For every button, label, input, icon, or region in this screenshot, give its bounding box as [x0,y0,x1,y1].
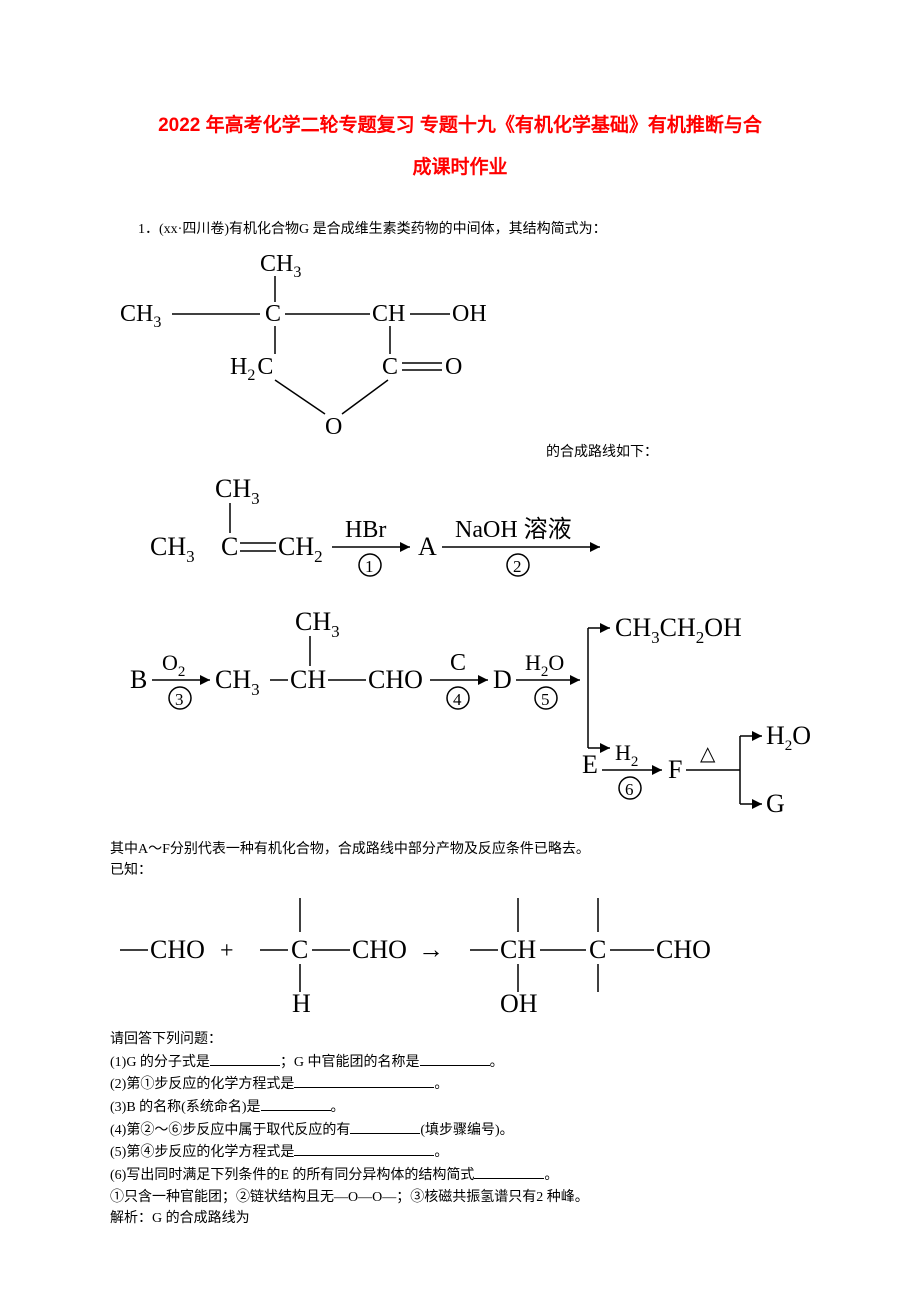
svg-text:C: C [265,301,281,327]
title-line-2: 成课时作业 [110,147,810,189]
ask: 请回答下列问题： [110,1029,810,1051]
q2-b: 。 [434,1077,448,1092]
q2: (2)第①步反应的化学方程式是 。 [110,1073,810,1096]
q3-a: (3)B 的名称(系统命名)是 [110,1100,261,1115]
blank [420,1051,490,1066]
route-row-1-svg: CH3 CH3 C CH2 HBr 1 A NaOH 溶液 2 [110,467,730,587]
q6-b: 。 [544,1168,558,1183]
svg-text:CHO: CHO [368,665,423,694]
svg-text:O: O [445,354,462,380]
svg-text:CH: CH [372,301,405,327]
svg-text:3: 3 [175,690,184,709]
svg-text:E: E [582,750,598,779]
svg-text:H2C: H2C [230,354,273,384]
structure-g: CH3 CH3 C CH OH H2C C O O 的合成路线如下： [110,246,810,461]
svg-text:6: 6 [625,780,634,799]
blank [261,1096,331,1111]
svg-text:F: F [668,755,682,784]
blank [474,1164,544,1179]
svg-text:H: H [292,989,311,1018]
svg-text:CHO: CHO [150,935,205,964]
svg-text:OH: OH [500,989,538,1018]
svg-text:+: + [220,938,234,964]
svg-text:C: C [382,354,398,380]
svg-text:CHO: CHO [656,935,711,964]
question-intro: 1．(xx·四川卷)有机化合物G 是合成维生素类药物的中间体，其结构简式为： [110,219,810,240]
q6-a: (6)写出同时满足下列条件的E 的所有同分异构体的结构简式 [110,1168,474,1183]
q6c: ①只含一种官能团；②链状结构且无—O—O—；③核磁共振氢谱只有2 种峰。 [110,1187,810,1209]
svg-text:A: A [418,532,437,561]
svg-text:C: C [221,532,238,561]
q1-c: 。 [490,1055,504,1070]
q3-b: 。 [331,1100,345,1115]
q5-a: (5)第④步反应的化学方程式是 [110,1145,294,1160]
q1-b: ；G 中官能团的名称是 [280,1055,420,1070]
q5: (5)第④步反应的化学方程式是 。 [110,1141,810,1164]
svg-text:CH3CH2OH: CH3CH2OH [615,613,742,647]
svg-text:CH3: CH3 [295,607,340,641]
svg-text:→: → [418,935,444,964]
svg-text:B: B [130,665,147,694]
svg-text:O: O [325,414,342,440]
blank [210,1051,280,1066]
svg-text:CH3: CH3 [150,532,195,566]
svg-text:H2O: H2O [525,650,564,680]
svg-text:2: 2 [513,557,522,576]
blank [294,1073,434,1088]
structure-g-svg: CH3 CH3 C CH OH H2C C O O [110,246,540,456]
svg-text:CH: CH [500,935,536,964]
known-reaction: CHO + C CHO H → CH OH C CHO [110,888,810,1023]
q1-a: (1)G 的分子式是 [110,1055,210,1070]
svg-text:CH2: CH2 [278,532,323,566]
q1: (1)G 的分子式是 ；G 中官能团的名称是 。 [110,1051,810,1074]
blank [294,1141,434,1156]
after-struct-note: 的合成路线如下： [546,445,658,460]
route-row-2-svg: B O2 3 CH3 CH3 CH CHO C 4 D H2O 5 CH3CH2… [110,598,830,828]
svg-text:C: C [450,650,466,676]
solution-label: 解析：G 的合成路线为 [110,1208,810,1230]
svg-text:CH3: CH3 [120,301,161,331]
mid-text-2: 已知： [110,860,810,882]
svg-text:5: 5 [541,690,550,709]
q5-b: 。 [434,1145,448,1160]
q3: (3)B 的名称(系统命名)是 。 [110,1096,810,1119]
svg-text:CHO: CHO [352,935,407,964]
svg-text:C: C [291,935,308,964]
svg-text:O2: O2 [162,650,185,680]
svg-text:C: C [589,935,606,964]
svg-text:4: 4 [453,690,462,709]
svg-text:1: 1 [365,557,374,576]
svg-text:CH3: CH3 [215,474,260,508]
svg-text:HBr: HBr [345,517,386,543]
route-row-1: CH3 CH3 C CH2 HBr 1 A NaOH 溶液 2 [110,467,810,592]
blank [350,1119,420,1134]
svg-text:OH: OH [452,301,487,327]
svg-text:CH3: CH3 [215,665,260,699]
svg-text:G: G [766,789,785,818]
doc-title: 2022 年高考化学二轮专题复习 专题十九《有机化学基础》有机推断与合 成课时作… [110,105,810,189]
mid-text-1: 其中A～F分别代表一种有机化合物，合成路线中部分产物及反应条件已略去。 [110,839,810,861]
svg-text:H2: H2 [615,740,638,770]
svg-text:CH3: CH3 [260,251,301,281]
route-row-2: B O2 3 CH3 CH3 CH CHO C 4 D H2O 5 CH3CH2… [110,598,810,833]
svg-text:D: D [493,665,512,694]
q4: (4)第②～⑥步反应中属于取代反应的有 (填步骤编号)。 [110,1119,810,1142]
q4-a: (4)第②～⑥步反应中属于取代反应的有 [110,1123,350,1138]
svg-text:△: △ [700,743,716,765]
svg-text:NaOH 溶液: NaOH 溶液 [455,516,572,543]
svg-text:CH: CH [290,665,326,694]
reaction-svg: CHO + C CHO H → CH OH C CHO [110,888,810,1018]
svg-text:H2O: H2O [766,721,811,754]
q4-b: (填步骤编号)。 [420,1123,513,1138]
title-line-1: 2022 年高考化学二轮专题复习 专题十九《有机化学基础》有机推断与合 [110,105,810,147]
q6: (6)写出同时满足下列条件的E 的所有同分异构体的结构简式 。 [110,1164,810,1187]
q2-a: (2)第①步反应的化学方程式是 [110,1077,294,1092]
